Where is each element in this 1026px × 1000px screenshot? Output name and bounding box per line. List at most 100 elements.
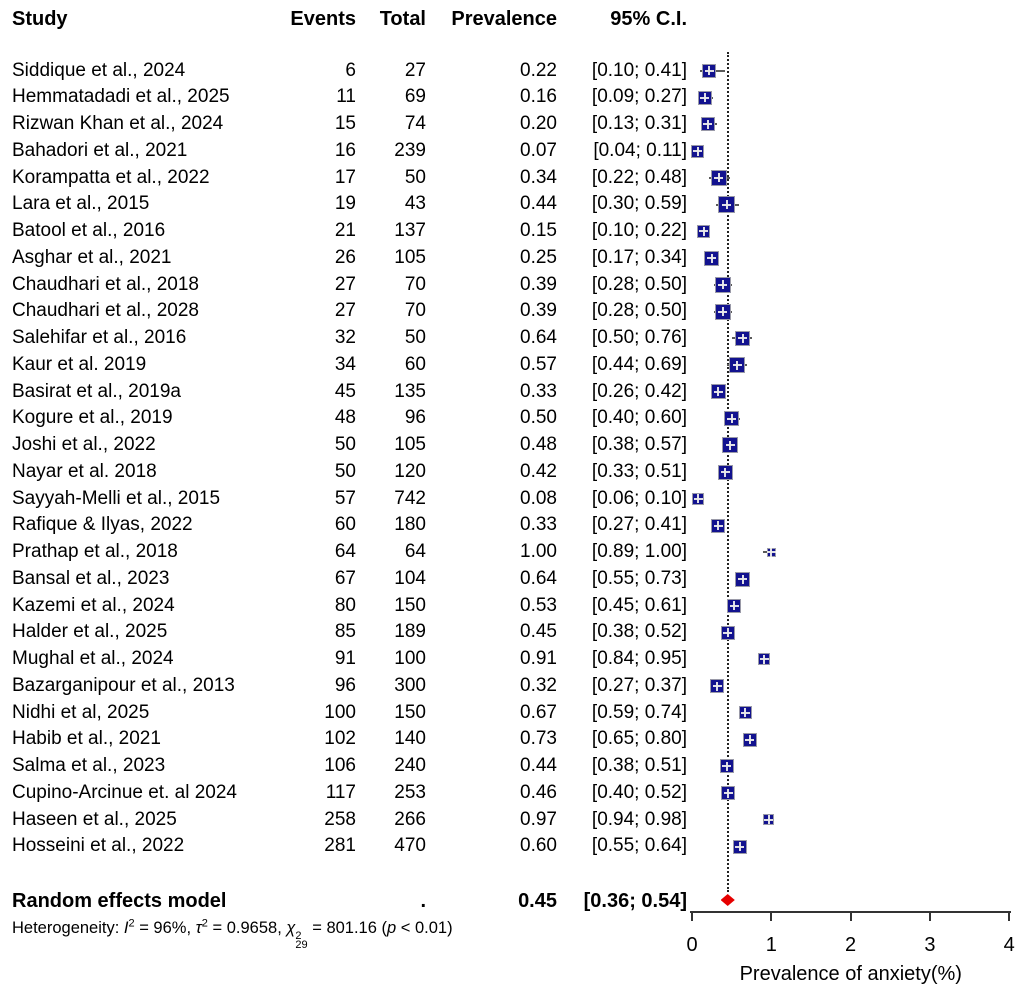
study-name: Mughal et al., 2024 xyxy=(12,648,174,670)
study-row: Nayar et al. 2018 50 120 0.42 [0.33; 0.51] xyxy=(0,459,1026,486)
weight-square xyxy=(758,653,771,666)
total-value: 69 xyxy=(404,86,426,108)
study-row: Batool et al., 2016 21 137 0.15 [0.10; 0.22] xyxy=(0,218,1026,245)
study-row: Hemmatadadi et al., 2025 11 69 0.16 [0.09; 0… xyxy=(0,84,1026,111)
header-prevalence: Prevalence xyxy=(451,8,557,30)
total-value: 240 xyxy=(394,755,426,777)
pooled-diamond xyxy=(720,894,735,906)
study-row: Prathap et al., 2018 64 64 1.00 [0.89; 1.00] xyxy=(0,539,1026,566)
events-value: 57 xyxy=(334,487,356,509)
weight-square xyxy=(719,759,734,774)
events-value: 48 xyxy=(334,407,356,429)
events-value: 26 xyxy=(334,246,356,268)
total-value: 120 xyxy=(394,460,426,482)
ci-value: [0.40; 0.52] xyxy=(591,781,687,803)
ci-value: [0.38; 0.57] xyxy=(591,434,687,456)
study-name: Asghar et al., 2021 xyxy=(12,246,172,268)
study-row: Haseen et al., 2025 258 266 0.97 [0.94; 0.98… xyxy=(0,807,1026,834)
total-value: 150 xyxy=(394,701,426,723)
ci-value: [0.10; 0.22] xyxy=(591,220,687,242)
study-row: Kogure et al., 2019 48 96 0.50 [0.40; 0.60] xyxy=(0,405,1026,432)
total-value: 104 xyxy=(394,567,426,589)
study-row: Rafique & Ilyas, 2022 60 180 0.33 [0.27; 0.4… xyxy=(0,512,1026,539)
ci-value: [0.28; 0.50] xyxy=(591,273,687,295)
events-value: 27 xyxy=(334,273,356,295)
study-row: Rizwan Khan et al., 2024 15 74 0.20 [0.13; 0… xyxy=(0,111,1026,138)
events-value: 106 xyxy=(324,755,356,777)
prevalence-value: 0.22 xyxy=(520,59,557,81)
events-value: 34 xyxy=(334,353,356,375)
weight-square xyxy=(727,598,742,613)
events-value: 100 xyxy=(324,701,356,723)
ci-value: [0.44; 0.69] xyxy=(591,353,687,375)
events-value: 32 xyxy=(334,327,356,349)
x-axis-tick-label: 3 xyxy=(924,934,936,956)
prevalence-value: 0.46 xyxy=(520,781,557,803)
x-axis-tick-label: 1 xyxy=(765,934,777,956)
study-row: Hosseini et al., 2022 281 470 0.60 [0.55; 0.… xyxy=(0,833,1026,860)
weight-square xyxy=(710,679,725,694)
ci-value: [0.89; 1.00] xyxy=(591,541,687,563)
ci-value: [0.38; 0.51] xyxy=(591,755,687,777)
events-value: 85 xyxy=(334,621,356,643)
study-name: Sayyah-Melli et al., 2015 xyxy=(12,487,221,509)
ci-value: [0.17; 0.34] xyxy=(591,246,687,268)
prevalence-value: 0.64 xyxy=(520,567,557,589)
study-name: Chaudhari et al., 2018 xyxy=(12,273,199,295)
study-name: Halder et al., 2025 xyxy=(12,621,168,643)
study-name: Kazemi et al., 2024 xyxy=(12,594,175,616)
weight-square xyxy=(724,411,740,427)
study-name: Salehifar et al., 2016 xyxy=(12,327,187,349)
total-value: 50 xyxy=(404,327,426,349)
header-events: Events xyxy=(290,8,356,30)
weight-square xyxy=(735,571,751,587)
pooled-ci: [0.36; 0.54] xyxy=(583,890,687,912)
prevalence-value: 0.67 xyxy=(520,701,557,723)
total-value: 135 xyxy=(394,380,426,402)
weight-square xyxy=(732,839,747,854)
total-value: 96 xyxy=(404,407,426,429)
weight-square xyxy=(702,63,717,78)
ci-value: [0.33; 0.51] xyxy=(591,460,687,482)
ci-value: [0.65; 0.80] xyxy=(591,728,687,750)
total-value: 180 xyxy=(394,514,426,536)
weight-square xyxy=(710,169,727,186)
x-axis-tick-label: 2 xyxy=(845,934,857,956)
study-name: Korampatta et al., 2022 xyxy=(12,166,210,188)
prevalence-value: 0.08 xyxy=(520,487,557,509)
ci-value: [0.28; 0.50] xyxy=(591,300,687,322)
total-value: 105 xyxy=(394,434,426,456)
total-value: 74 xyxy=(404,113,426,135)
prevalence-value: 0.34 xyxy=(520,166,557,188)
prevalence-value: 0.44 xyxy=(520,755,557,777)
weight-square xyxy=(691,144,705,158)
prevalence-value: 0.15 xyxy=(520,220,557,242)
events-value: 27 xyxy=(334,300,356,322)
x-axis-tick xyxy=(770,911,773,921)
events-value: 117 xyxy=(325,781,356,803)
study-row: Kaur et al. 2019 34 60 0.57 [0.44; 0.69] xyxy=(0,352,1026,379)
events-value: 50 xyxy=(334,434,356,456)
ci-value: [0.84; 0.95] xyxy=(591,648,687,670)
events-value: 11 xyxy=(336,86,356,108)
events-value: 91 xyxy=(334,648,356,670)
study-row: Korampatta et al., 2022 17 50 0.34 [0.22; 0.… xyxy=(0,165,1026,192)
weight-square xyxy=(697,90,712,105)
total-value: 470 xyxy=(394,835,426,857)
study-row: Asghar et al., 2021 26 105 0.25 [0.17; 0.34] xyxy=(0,245,1026,272)
events-value: 17 xyxy=(334,166,356,188)
total-value: 64 xyxy=(404,541,426,563)
total-value: 742 xyxy=(394,487,426,509)
events-value: 102 xyxy=(324,728,356,750)
study-row: Bazarganipour et al., 2013 96 300 0.32 [0.27… xyxy=(0,673,1026,700)
pooled-label: Random effects model xyxy=(12,890,227,912)
ci-value: [0.30; 0.59] xyxy=(591,193,687,215)
study-row: Siddique et al., 2024 6 27 0.22 [0.10; 0.41] xyxy=(0,58,1026,85)
study-row: Kazemi et al., 2024 80 150 0.53 [0.45; 0.61] xyxy=(0,593,1026,620)
weight-square xyxy=(766,547,776,557)
ci-value: [0.06; 0.10] xyxy=(591,487,687,509)
study-row: Cupino-Arcinue et. al 2024 117 253 0.46 [0.4… xyxy=(0,780,1026,807)
prevalence-value: 0.57 xyxy=(520,353,557,375)
weight-square xyxy=(729,357,746,374)
